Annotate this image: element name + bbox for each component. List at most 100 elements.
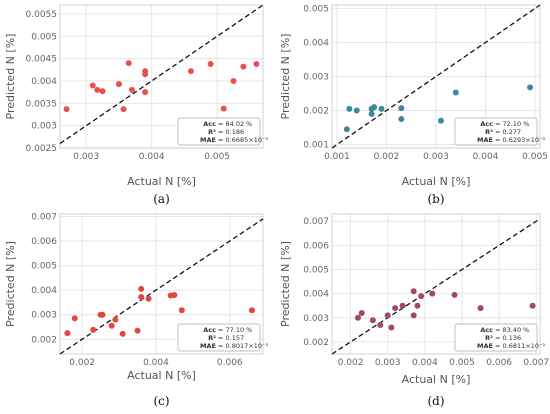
x-tick-label: 0.004: [473, 152, 499, 162]
data-point: [399, 302, 406, 309]
metric-value: = 0.6685×10⁻³: [218, 136, 268, 144]
plot-frame: [59, 4, 264, 149]
data-point: [418, 293, 425, 300]
x-tick-label: 0.002: [374, 152, 400, 162]
identity-reference-line: [331, 4, 541, 149]
x-tick-label: 0.003: [375, 358, 401, 368]
data-point: [388, 324, 395, 331]
y-tick-label: 0.001: [303, 141, 329, 151]
y-tick-label: 0.0025: [26, 144, 58, 154]
x-tick-label: 0.004: [412, 358, 438, 368]
y-tick-label: 0.005: [31, 262, 57, 272]
metrics-box: [454, 323, 538, 352]
y-tick-label: 0.004: [303, 38, 329, 48]
data-point: [398, 116, 405, 123]
data-point: [429, 290, 436, 297]
y-tick-label: 0.004: [31, 77, 57, 87]
y-tick-label: 0.005: [303, 4, 329, 14]
data-point: [64, 330, 71, 337]
data-point: [410, 312, 417, 319]
data-point: [369, 317, 376, 324]
data-point: [384, 312, 391, 319]
metric-name: R²: [208, 128, 216, 136]
panel-label: (d): [427, 394, 444, 408]
data-point: [346, 105, 353, 112]
data-point: [371, 104, 378, 111]
data-point: [353, 107, 360, 114]
data-point: [119, 330, 126, 337]
data-point: [115, 81, 122, 88]
metric-name: R²: [485, 334, 493, 342]
scatter-panel-1: 0.003 0.004 0.005 0.0025 0.003 0.0035 0.004 0.0…: [4, 4, 268, 206]
y-tick-label: 0.005: [31, 32, 57, 42]
y-tick-label: 0.003: [303, 314, 329, 324]
data-point: [187, 68, 194, 75]
data-point: [90, 326, 97, 333]
data-point: [112, 316, 119, 323]
identity-reference-line: [331, 218, 541, 355]
data-point: [134, 327, 141, 334]
metric-name: Acc: [203, 326, 216, 334]
x-tick-label: 0.004: [143, 358, 169, 368]
metrics-box: [177, 323, 261, 352]
data-point: [527, 84, 534, 91]
data-point: [99, 311, 106, 318]
metric-value: = 0.157: [218, 334, 244, 342]
data-point: [138, 285, 145, 292]
metric-name: Acc: [480, 120, 493, 128]
data-point: [452, 89, 459, 96]
y-tick-label: 0.002: [31, 335, 57, 345]
scatter-panel-3: 0.002 0.004 0.006 0.002 0.003 0.004 0.005 0.006…: [4, 212, 268, 408]
data-point: [99, 88, 106, 95]
panel-label: (b): [427, 192, 444, 206]
data-point: [138, 294, 145, 301]
data-point: [108, 322, 115, 329]
data-point: [240, 63, 247, 70]
data-point: [63, 106, 70, 113]
panel-label: (a): [153, 192, 170, 206]
data-point: [129, 86, 136, 93]
x-axis-label: Actual N [%]: [402, 175, 471, 188]
data-point: [378, 105, 385, 112]
data-point: [358, 309, 365, 316]
y-tick-label: 0.004: [303, 290, 329, 300]
x-tick-label: 0.006: [486, 358, 512, 368]
metric-name: MAE: [477, 136, 493, 144]
data-point: [392, 305, 399, 312]
y-axis-label: Predicted N [%]: [279, 241, 292, 327]
data-point: [355, 314, 361, 321]
y-tick-label: 0.007: [303, 217, 329, 227]
metric-value: = 83.40 %: [495, 326, 529, 334]
x-axis-label: Actual N [%]: [127, 369, 196, 382]
x-tick-label: 0.006: [217, 358, 243, 368]
x-tick-label: 0.002: [69, 358, 95, 368]
data-point: [414, 302, 421, 309]
y-tick-label: 0.003: [31, 122, 57, 132]
y-tick-label: 0.003: [31, 311, 57, 321]
x-tick-label: 0.003: [423, 152, 449, 162]
metric-value: = 0.6293×10⁻³: [495, 136, 545, 144]
scatter-panel-4: 0.002 0.003 0.004 0.005 0.006 0.007 0.002 0.003…: [279, 213, 549, 408]
metrics-box: [177, 117, 261, 146]
x-tick-label: 0.005: [204, 152, 230, 162]
data-point: [437, 117, 444, 124]
x-axis-label: Actual N [%]: [127, 175, 196, 188]
scatter-panel-2: 0.001 0.002 0.003 0.004 0.005 0.001 0.002 0.003…: [279, 4, 548, 206]
data-point: [89, 82, 96, 89]
data-point: [343, 126, 350, 133]
y-tick-label: 0.005: [303, 266, 329, 276]
data-point: [94, 86, 101, 93]
metric-value: = 0.277: [495, 128, 521, 136]
data-point: [398, 105, 405, 112]
metric-value: = 72.10 %: [495, 120, 529, 128]
metrics-box: [454, 117, 538, 146]
metric-name: Acc: [203, 120, 216, 128]
x-tick-label: 0.005: [522, 152, 548, 162]
x-tick-label: 0.005: [449, 358, 475, 368]
x-tick-label: 0.003: [73, 152, 99, 162]
metric-value: = 0.136: [495, 334, 521, 342]
data-point: [377, 322, 384, 329]
metric-name: R²: [485, 128, 493, 136]
data-point: [477, 305, 484, 312]
metric-value: = 84.02 %: [218, 120, 252, 128]
